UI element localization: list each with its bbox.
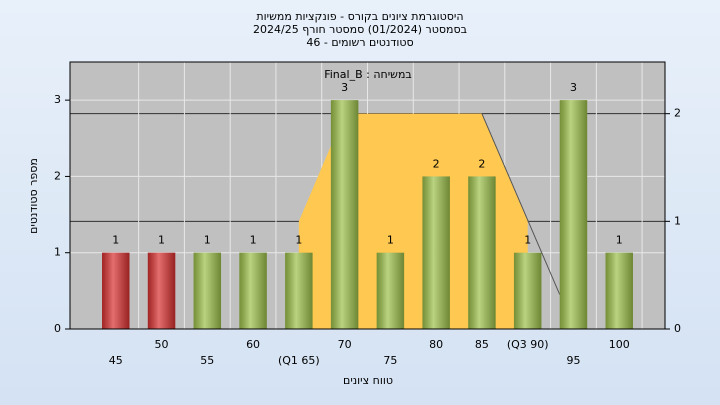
y-axis-label: מספר סטודנטים: [27, 158, 40, 234]
bar-shade: [147, 252, 176, 329]
x-tick-label: 70: [338, 338, 352, 351]
data-label: 1: [204, 234, 211, 247]
bar-shade: [193, 252, 222, 329]
y-tick-label: 3: [54, 93, 61, 106]
x-tick-label: 50: [155, 338, 169, 351]
y2-tick-label: 1: [674, 214, 681, 227]
data-label: 1: [387, 234, 394, 247]
bar-shade: [468, 176, 496, 329]
x-tick-label: (Q3 90): [507, 338, 549, 351]
y2-tick-label: 0: [674, 322, 681, 335]
data-label: 2: [433, 157, 440, 170]
data-label: 1: [524, 234, 531, 247]
y-tick-label: 1: [54, 246, 61, 259]
bar-shade: [605, 252, 633, 329]
y-tick-label: 2: [54, 169, 61, 182]
x-tick-label: 95: [566, 354, 580, 367]
bar-shade: [239, 252, 267, 329]
bar-shade: [330, 100, 359, 330]
bar-shade: [559, 100, 588, 330]
data-label: 1: [295, 234, 302, 247]
data-label: 1: [158, 234, 165, 247]
x-tick-label: 80: [429, 338, 443, 351]
bar-shade: [513, 252, 542, 329]
x-tick-label: 55: [200, 354, 214, 367]
bar-shade: [285, 252, 313, 329]
data-label: 3: [341, 81, 348, 94]
y2-tick-label: 2: [674, 107, 681, 120]
y-tick-label: 0: [54, 322, 61, 335]
title-line: בסמסטר (01/2024) סמסטר חורף 2024/25: [253, 23, 467, 36]
x-tick-label: (Q1 65): [278, 354, 320, 367]
bar-shade: [102, 252, 130, 329]
x-tick-label: 45: [109, 354, 123, 367]
data-label: 1: [616, 234, 623, 247]
data-label: 1: [250, 234, 257, 247]
x-axis-label: טווח ציונים: [343, 374, 393, 387]
line: [481, 113, 561, 295]
bar-shade: [376, 252, 405, 329]
x-tick-label: 100: [609, 338, 630, 351]
title-line: סטודנטים רשומים - 46: [306, 36, 413, 49]
data-label: 1: [112, 234, 119, 247]
bar-shade: [422, 176, 450, 329]
data-label: 2: [478, 157, 485, 170]
x-tick-label: 75: [383, 354, 397, 367]
data-label: 3: [570, 81, 577, 94]
title-line: היסטוגרמת ציונים בקורס - פונקציות ממשיות: [256, 10, 463, 23]
x-tick-label: 85: [475, 338, 489, 351]
plot-border: [69, 61, 666, 330]
x-tick-label: 60: [246, 338, 260, 351]
annotation: במשיחה : Final_B: [324, 68, 412, 81]
